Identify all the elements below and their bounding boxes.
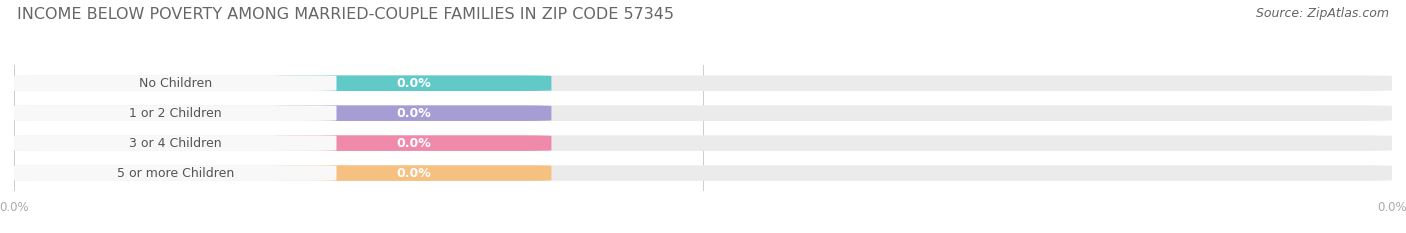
- Text: 0.0%: 0.0%: [396, 77, 432, 90]
- Text: 0.0%: 0.0%: [396, 107, 432, 120]
- FancyBboxPatch shape: [276, 75, 551, 91]
- FancyBboxPatch shape: [14, 105, 336, 121]
- FancyBboxPatch shape: [14, 135, 1392, 151]
- FancyBboxPatch shape: [276, 105, 551, 121]
- Text: Source: ZipAtlas.com: Source: ZipAtlas.com: [1256, 7, 1389, 20]
- FancyBboxPatch shape: [276, 135, 551, 151]
- FancyBboxPatch shape: [14, 135, 336, 151]
- Text: INCOME BELOW POVERTY AMONG MARRIED-COUPLE FAMILIES IN ZIP CODE 57345: INCOME BELOW POVERTY AMONG MARRIED-COUPL…: [17, 7, 673, 22]
- FancyBboxPatch shape: [14, 165, 1392, 181]
- Text: 0.0%: 0.0%: [396, 137, 432, 150]
- FancyBboxPatch shape: [276, 165, 551, 181]
- FancyBboxPatch shape: [14, 75, 1392, 91]
- Text: 5 or more Children: 5 or more Children: [117, 167, 233, 180]
- FancyBboxPatch shape: [14, 75, 336, 91]
- Text: No Children: No Children: [139, 77, 212, 90]
- FancyBboxPatch shape: [14, 105, 1392, 121]
- Text: 1 or 2 Children: 1 or 2 Children: [129, 107, 222, 120]
- FancyBboxPatch shape: [14, 165, 336, 181]
- Text: 0.0%: 0.0%: [396, 167, 432, 180]
- Text: 3 or 4 Children: 3 or 4 Children: [129, 137, 222, 150]
